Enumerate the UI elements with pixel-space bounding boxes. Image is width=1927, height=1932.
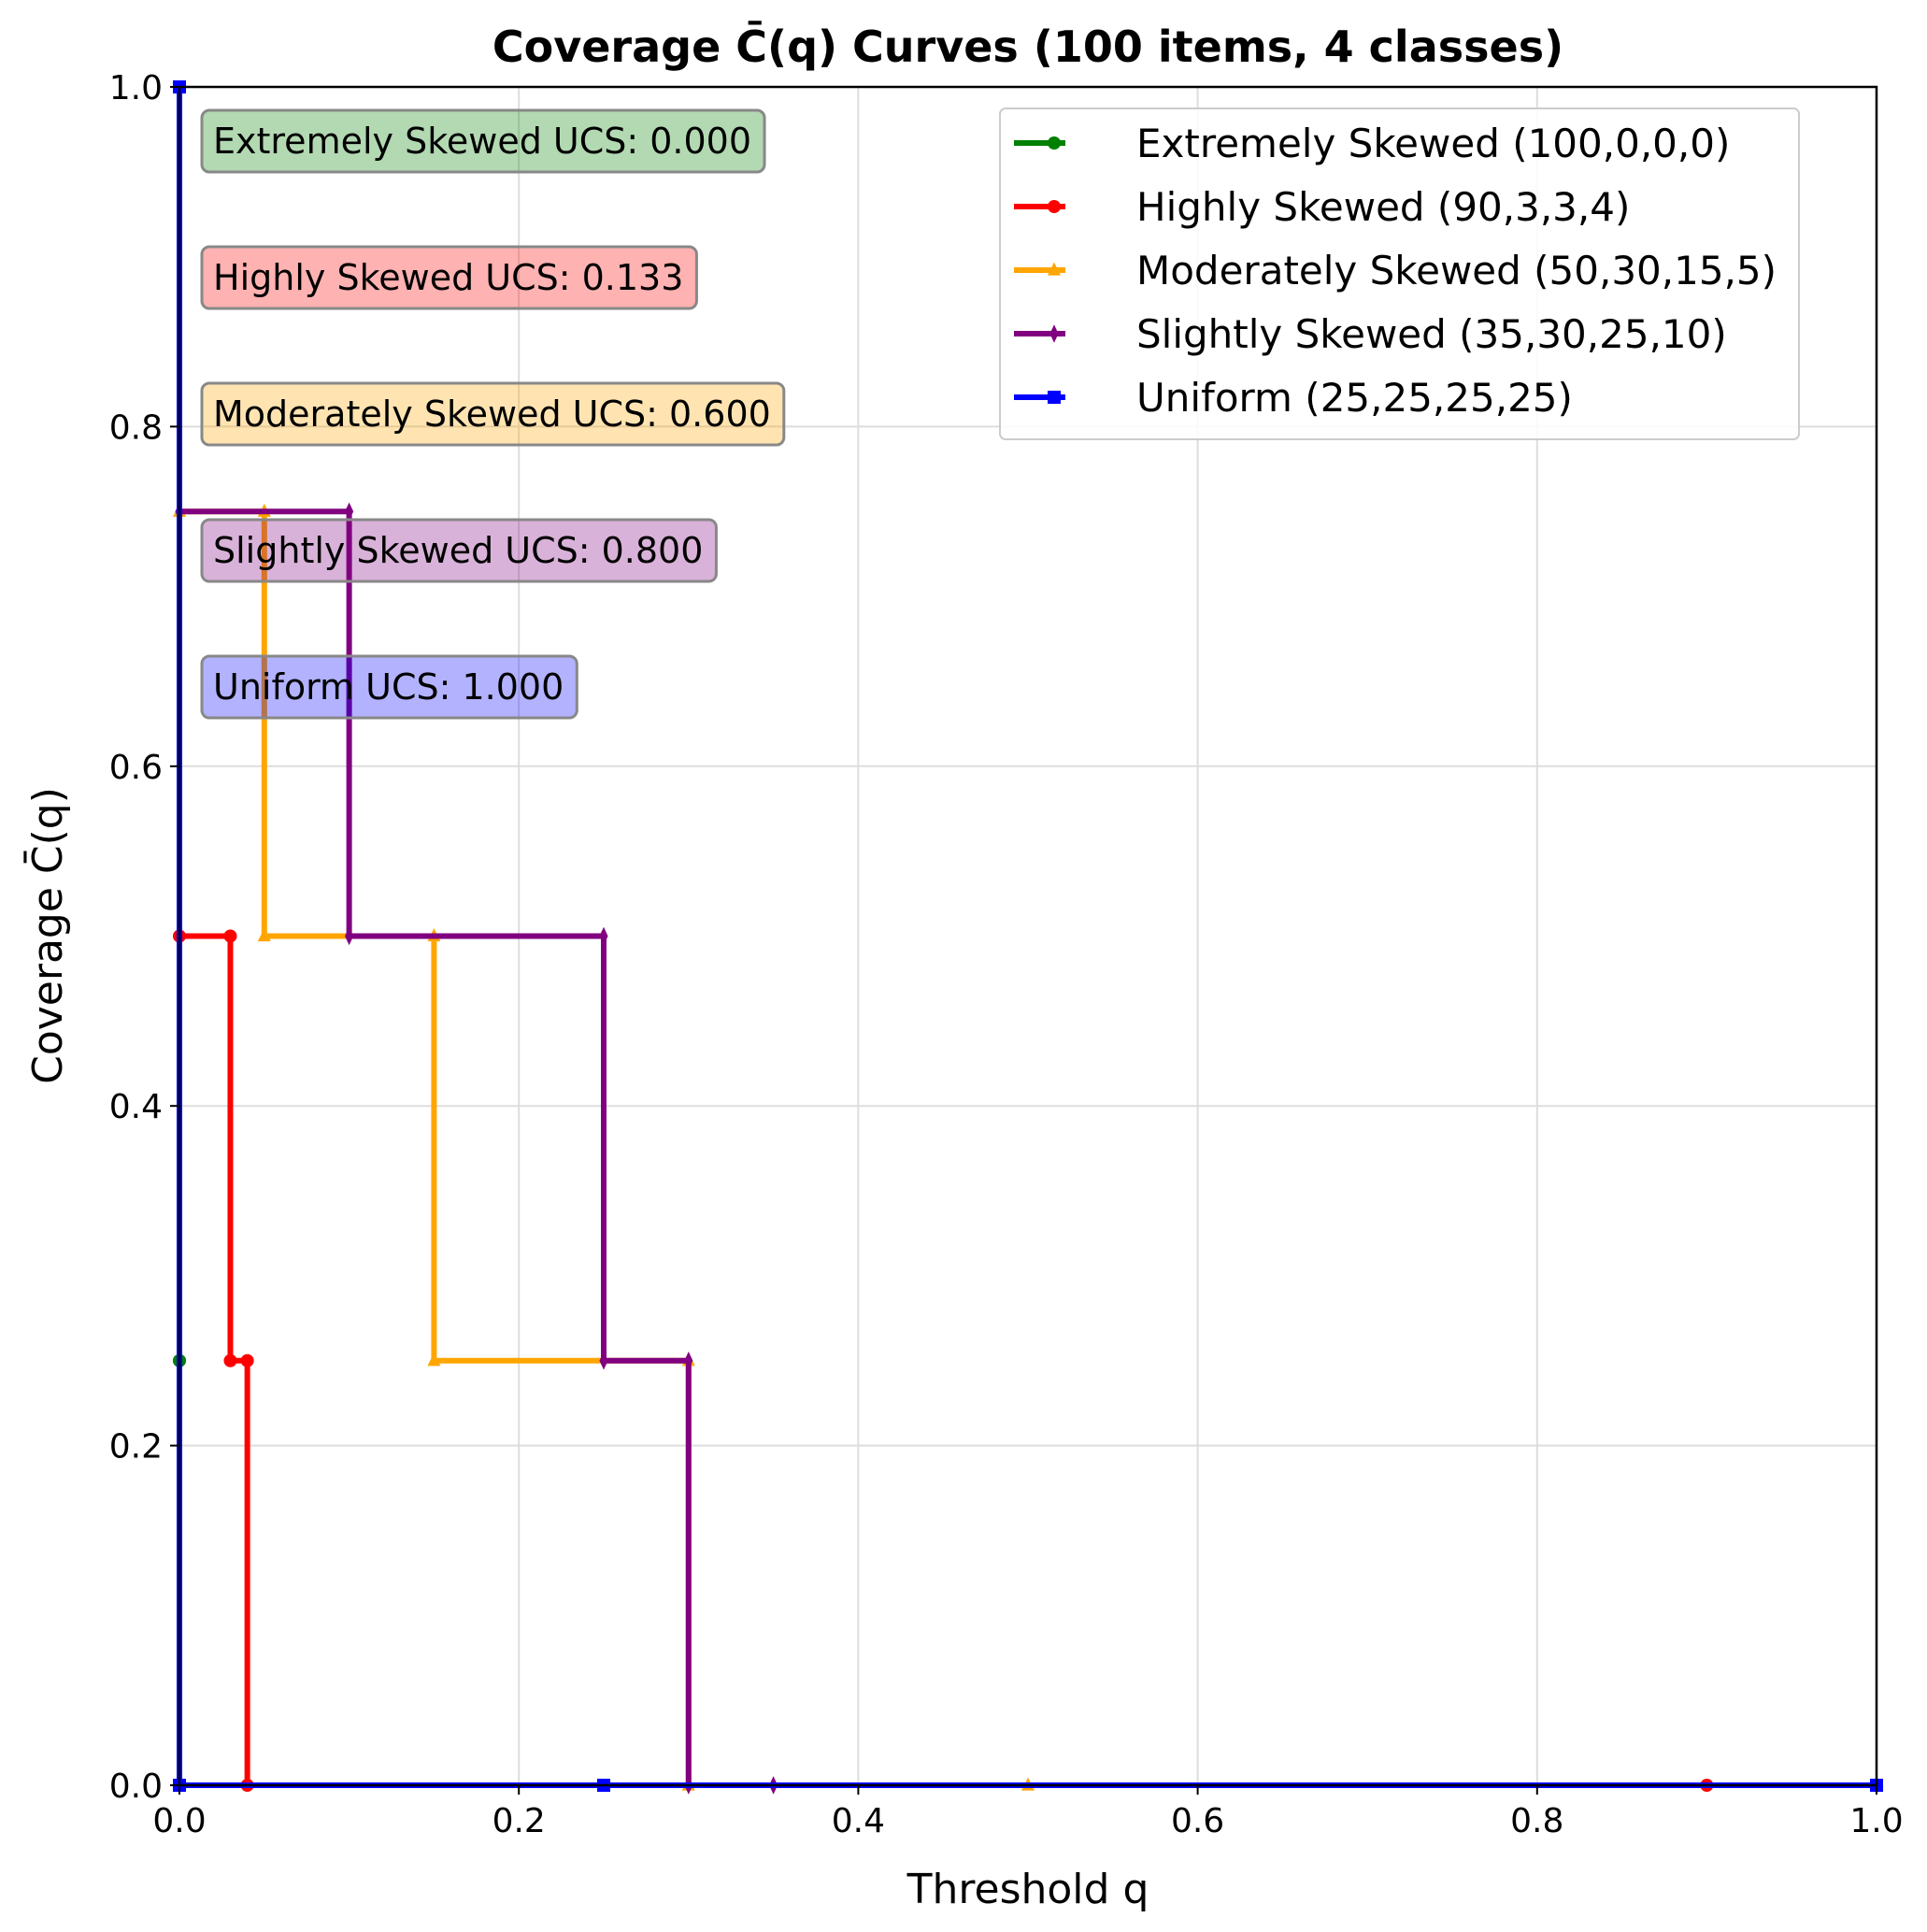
chart-title: Coverage C̄(q) Curves (100 items, 4 clas…: [492, 21, 1563, 72]
y-tick-label: 0.4: [109, 1088, 163, 1126]
legend-entry: Highly Skewed (90,3,3,4): [1014, 184, 1630, 230]
legend-entry: Uniform (25,25,25,25): [1014, 375, 1573, 421]
data-point: [257, 928, 271, 942]
data-point: [345, 502, 354, 522]
data-point: [223, 1353, 237, 1367]
ucs-annotation-text: Uniform UCS: 1.000: [213, 666, 564, 708]
ucs-annotation-text: Highly Skewed UCS: 0.133: [213, 257, 683, 298]
data-point: [345, 926, 354, 946]
legend-marker: [1049, 324, 1059, 343]
ucs-annotation: Slightly Skewed UCS: 0.800: [200, 518, 718, 583]
legend-entry: Extremely Skewed (100,0,0,0): [1014, 121, 1730, 166]
y-tick-label: 1.0: [109, 69, 163, 107]
ucs-annotation: Extremely Skewed UCS: 0.000: [200, 108, 766, 174]
data-point: [684, 1351, 693, 1370]
legend-marker: [1048, 136, 1061, 150]
plot-frame: [178, 85, 1878, 1787]
legend-entry: Slightly Skewed (35,30,25,10): [1014, 311, 1727, 357]
legend-marker: [1048, 200, 1061, 213]
x-tick-label: 0.0: [152, 1802, 206, 1840]
ucs-annotation-text: Moderately Skewed UCS: 0.600: [213, 394, 771, 435]
legend-marker: [1048, 262, 1061, 276]
legend-label: Uniform (25,25,25,25): [1136, 375, 1573, 421]
y-axis-label: Coverage C̄(q): [22, 787, 72, 1084]
legend-label: Moderately Skewed (50,30,15,5): [1136, 248, 1777, 293]
x-tick-label: 0.4: [832, 1802, 885, 1840]
data-point: [427, 1352, 441, 1367]
y-tick-label: 0.6: [109, 749, 163, 787]
ucs-annotation-box: [200, 245, 698, 310]
data-point: [599, 926, 608, 946]
ucs-annotation-box: [200, 381, 786, 447]
y-tick-label: 0.0: [109, 1767, 163, 1806]
legend-entry: Moderately Skewed (50,30,15,5): [1014, 248, 1777, 293]
ucs-annotation: Moderately Skewed UCS: 0.600: [200, 381, 786, 447]
ucs-annotation-box: [200, 518, 718, 583]
x-tick-label: 0.6: [1171, 1802, 1224, 1840]
legend-label: Extremely Skewed (100,0,0,0): [1136, 121, 1730, 166]
ucs-annotation: Uniform UCS: 1.000: [200, 654, 578, 720]
y-tick-label: 0.8: [109, 408, 163, 447]
data-point: [223, 929, 237, 943]
axis-ticks: 0.0 0.2 0.4 0.6 0.8 1.0 0.0 0.2 0.4 0.6 0.8 1.0: [109, 69, 1904, 1840]
x-tick-label: 0.2: [492, 1802, 546, 1840]
legend-marker: [1048, 391, 1061, 404]
x-tick-label: 1.0: [1849, 1802, 1903, 1840]
ucs-annotation-box: [200, 654, 578, 720]
ucs-annotations: Extremely Skewed UCS: 0.000 Highly Skewed…: [200, 108, 786, 720]
data-point: [240, 1353, 254, 1367]
x-tick-label: 0.8: [1510, 1802, 1563, 1840]
legend: Extremely Skewed (100,0,0,0) Highly Skewe…: [999, 107, 1801, 440]
data-point: [599, 1351, 608, 1370]
ucs-annotation-box: [200, 108, 766, 174]
x-axis-label: Threshold q: [906, 1866, 1149, 1913]
y-tick-label: 0.2: [109, 1428, 163, 1467]
ucs-annotation-text: Extremely Skewed UCS: 0.000: [213, 121, 751, 162]
ucs-annotation-text: Slightly Skewed UCS: 0.800: [213, 530, 703, 571]
ucs-annotation: Highly Skewed UCS: 0.133: [200, 245, 698, 310]
legend-label: Highly Skewed (90,3,3,4): [1136, 184, 1630, 230]
legend-label: Slightly Skewed (35,30,25,10): [1136, 311, 1727, 357]
legend-box: [999, 107, 1801, 440]
